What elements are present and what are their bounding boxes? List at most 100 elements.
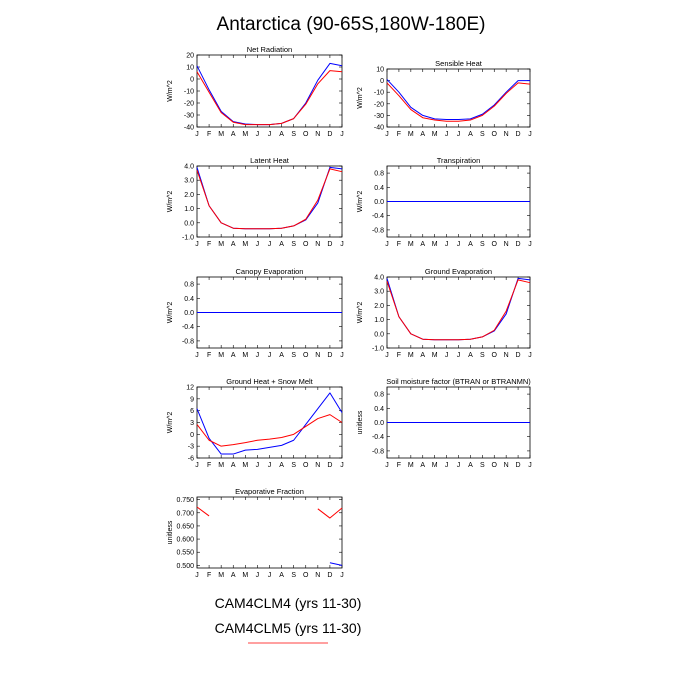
y-axis-label: W/m^2 xyxy=(167,80,174,102)
x-tick-label: M xyxy=(242,462,248,469)
y-tick-label: -0.8 xyxy=(182,338,194,345)
x-tick-label: M xyxy=(408,462,414,469)
y-tick-label: 0.8 xyxy=(184,282,194,289)
x-tick-label: O xyxy=(492,462,498,469)
x-tick-label: J xyxy=(268,572,272,579)
y-tick-label: -0.4 xyxy=(372,434,384,441)
x-tick-label: J xyxy=(528,462,532,469)
x-tick-label: O xyxy=(303,462,309,469)
panel-title: Sensible Heat xyxy=(435,59,483,68)
x-tick-label: F xyxy=(207,131,211,138)
series-line-clm5 xyxy=(196,70,343,126)
x-tick-label: J xyxy=(340,131,344,138)
series-line-clm5 xyxy=(196,414,343,447)
y-tick-label: -0.4 xyxy=(372,213,384,220)
x-tick-label: D xyxy=(327,572,332,579)
x-tick-label: J xyxy=(268,352,272,359)
x-tick-label: J xyxy=(256,572,260,579)
plot-frame xyxy=(196,496,343,569)
series-line-clm5 xyxy=(317,507,343,519)
x-tick-label: S xyxy=(480,241,485,248)
y-tick-label: 0.550 xyxy=(176,550,194,557)
x-tick-label: M xyxy=(218,462,224,469)
x-tick-label: F xyxy=(397,462,401,469)
x-tick-label: A xyxy=(420,131,425,138)
y-tick-label: 0.4 xyxy=(184,296,194,303)
x-tick-label: M xyxy=(218,131,224,138)
x-tick-label: A xyxy=(231,352,236,359)
x-tick-label: M xyxy=(432,352,438,359)
panel-title: Canopy Evaporation xyxy=(236,267,304,276)
x-tick-label: N xyxy=(315,241,320,248)
y-tick-label: 0.600 xyxy=(176,537,194,544)
series-line-clm4 xyxy=(329,562,343,566)
y-tick-label: -20 xyxy=(374,101,384,108)
x-tick-label: J xyxy=(195,241,199,248)
x-tick-label: J xyxy=(445,462,449,469)
y-tick-label: 2.0 xyxy=(374,303,384,310)
y-tick-label: 0.4 xyxy=(374,406,384,413)
panel-title: Evaporative Fraction xyxy=(235,487,304,496)
x-tick-label: A xyxy=(468,462,473,469)
x-tick-label: S xyxy=(291,572,296,579)
x-tick-label: N xyxy=(315,352,320,359)
x-tick-label: F xyxy=(207,241,211,248)
x-tick-label: F xyxy=(207,462,211,469)
x-tick-label: M xyxy=(432,241,438,248)
x-tick-label: J xyxy=(385,241,389,248)
x-tick-label: M xyxy=(242,352,248,359)
y-tick-label: -40 xyxy=(374,125,384,132)
x-tick-label: F xyxy=(397,131,401,138)
plot-frame xyxy=(196,165,343,238)
x-tick-label: J xyxy=(528,131,532,138)
x-tick-label: J xyxy=(268,462,272,469)
x-tick-label: S xyxy=(291,131,296,138)
figure-title: Antarctica (90-65S,180W-180E) xyxy=(217,14,486,35)
y-tick-label: 12 xyxy=(186,385,194,392)
x-tick-label: J xyxy=(457,241,461,248)
y-axis-label: unitless xyxy=(167,520,174,544)
plot-frame xyxy=(386,68,531,128)
x-tick-label: J xyxy=(256,462,260,469)
x-tick-label: N xyxy=(315,131,320,138)
x-tick-label: F xyxy=(207,352,211,359)
x-tick-label: F xyxy=(397,352,401,359)
x-tick-label: J xyxy=(268,241,272,248)
legend: CAM4CLM4 (yrs 11-30) CAM4CLM5 (yrs 11-30… xyxy=(215,595,361,644)
y-tick-label: 0 xyxy=(190,77,194,84)
series-line-clm5 xyxy=(386,279,531,341)
x-tick-label: D xyxy=(516,241,521,248)
x-tick-label: O xyxy=(303,241,309,248)
y-tick-label: 0.8 xyxy=(374,392,384,399)
x-tick-label: A xyxy=(420,352,425,359)
panel-title: Transpiration xyxy=(437,156,481,165)
y-axis-label: W/m^2 xyxy=(357,87,364,109)
y-tick-label: 1.0 xyxy=(374,317,384,324)
y-tick-label: 0 xyxy=(380,78,384,85)
x-tick-label: A xyxy=(420,241,425,248)
y-tick-label: 0 xyxy=(190,432,194,439)
x-tick-label: M xyxy=(218,572,224,579)
x-tick-label: D xyxy=(516,352,521,359)
y-tick-label: 0.0 xyxy=(374,199,384,206)
y-tick-label: -30 xyxy=(374,113,384,120)
x-tick-label: A xyxy=(468,241,473,248)
x-tick-label: A xyxy=(279,131,284,138)
x-tick-label: M xyxy=(242,572,248,579)
x-tick-label: N xyxy=(504,462,509,469)
y-tick-label: -40 xyxy=(184,125,194,132)
panel-title: Ground Evaporation xyxy=(425,267,492,276)
y-axis-label: unitless xyxy=(357,410,364,434)
x-tick-label: D xyxy=(327,352,332,359)
x-tick-label: N xyxy=(315,572,320,579)
x-tick-label: A xyxy=(468,131,473,138)
x-tick-label: M xyxy=(408,131,414,138)
x-tick-label: A xyxy=(279,352,284,359)
y-tick-label: 0.750 xyxy=(176,497,194,504)
x-tick-label: J xyxy=(340,241,344,248)
